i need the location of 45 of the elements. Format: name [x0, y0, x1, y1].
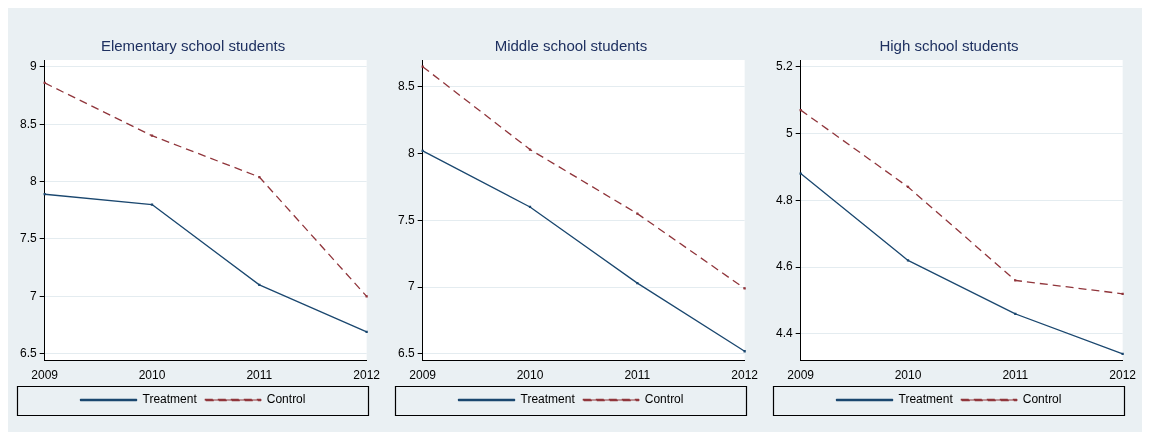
y-tick-label: 8.5 — [397, 79, 415, 94]
x-tick-label: 2009 — [787, 368, 815, 383]
legend-label: Control — [644, 392, 684, 407]
y-tick-label: 7 — [29, 288, 37, 303]
point — [799, 172, 802, 175]
y-tick-label: 4.8 — [775, 192, 793, 207]
y-tick-label: 7 — [407, 279, 415, 294]
x-tick-label: 2009 — [31, 368, 59, 383]
chart-title: High school students — [879, 37, 1019, 55]
x-tick-label: 2009 — [409, 368, 437, 383]
point — [906, 259, 910, 262]
chart-title: Middle school students — [494, 37, 648, 55]
legend-label: Control — [1022, 392, 1062, 407]
line-series — [43, 81, 368, 298]
x-tick-label: 2012 — [731, 368, 759, 383]
x-tick-label: 2010 — [894, 368, 922, 383]
y-tick-label: 9 — [29, 59, 37, 74]
y-tick-label: 8 — [29, 173, 37, 188]
y-tick-label: 6.5 — [397, 346, 415, 361]
x-tick-label: 2011 — [1002, 368, 1029, 383]
y-tick-label: 5.2 — [775, 58, 793, 73]
x-tick-label: 2012 — [1109, 368, 1137, 383]
y-tick-label: 6.5 — [19, 346, 37, 361]
legend-label: Treatment — [142, 392, 198, 407]
y-tick-label: 8.5 — [19, 116, 37, 131]
legend-label: Treatment — [898, 392, 954, 407]
y-tick-label: 5 — [785, 125, 793, 140]
line-series — [799, 108, 1124, 295]
x-tick-label: 2010 — [516, 368, 544, 383]
x-tick-label: 2012 — [353, 368, 381, 383]
point — [528, 148, 532, 151]
point — [743, 287, 746, 290]
chart-title: Elementary school students — [100, 37, 286, 55]
y-tick-label: 7.5 — [19, 231, 37, 246]
y-tick-label: 7.5 — [397, 212, 415, 227]
y-tick-label: 4.6 — [775, 259, 793, 274]
x-tick-label: 2010 — [138, 368, 166, 383]
point — [150, 203, 154, 206]
point — [1014, 279, 1017, 282]
y-tick-label: 4.4 — [775, 326, 793, 341]
y-tick-label: 8 — [407, 145, 415, 160]
legend-label: Control — [266, 392, 306, 407]
x-tick-label: 2011 — [246, 368, 273, 383]
x-tick-label: 2011 — [624, 368, 651, 383]
legend-label: Treatment — [520, 392, 576, 407]
